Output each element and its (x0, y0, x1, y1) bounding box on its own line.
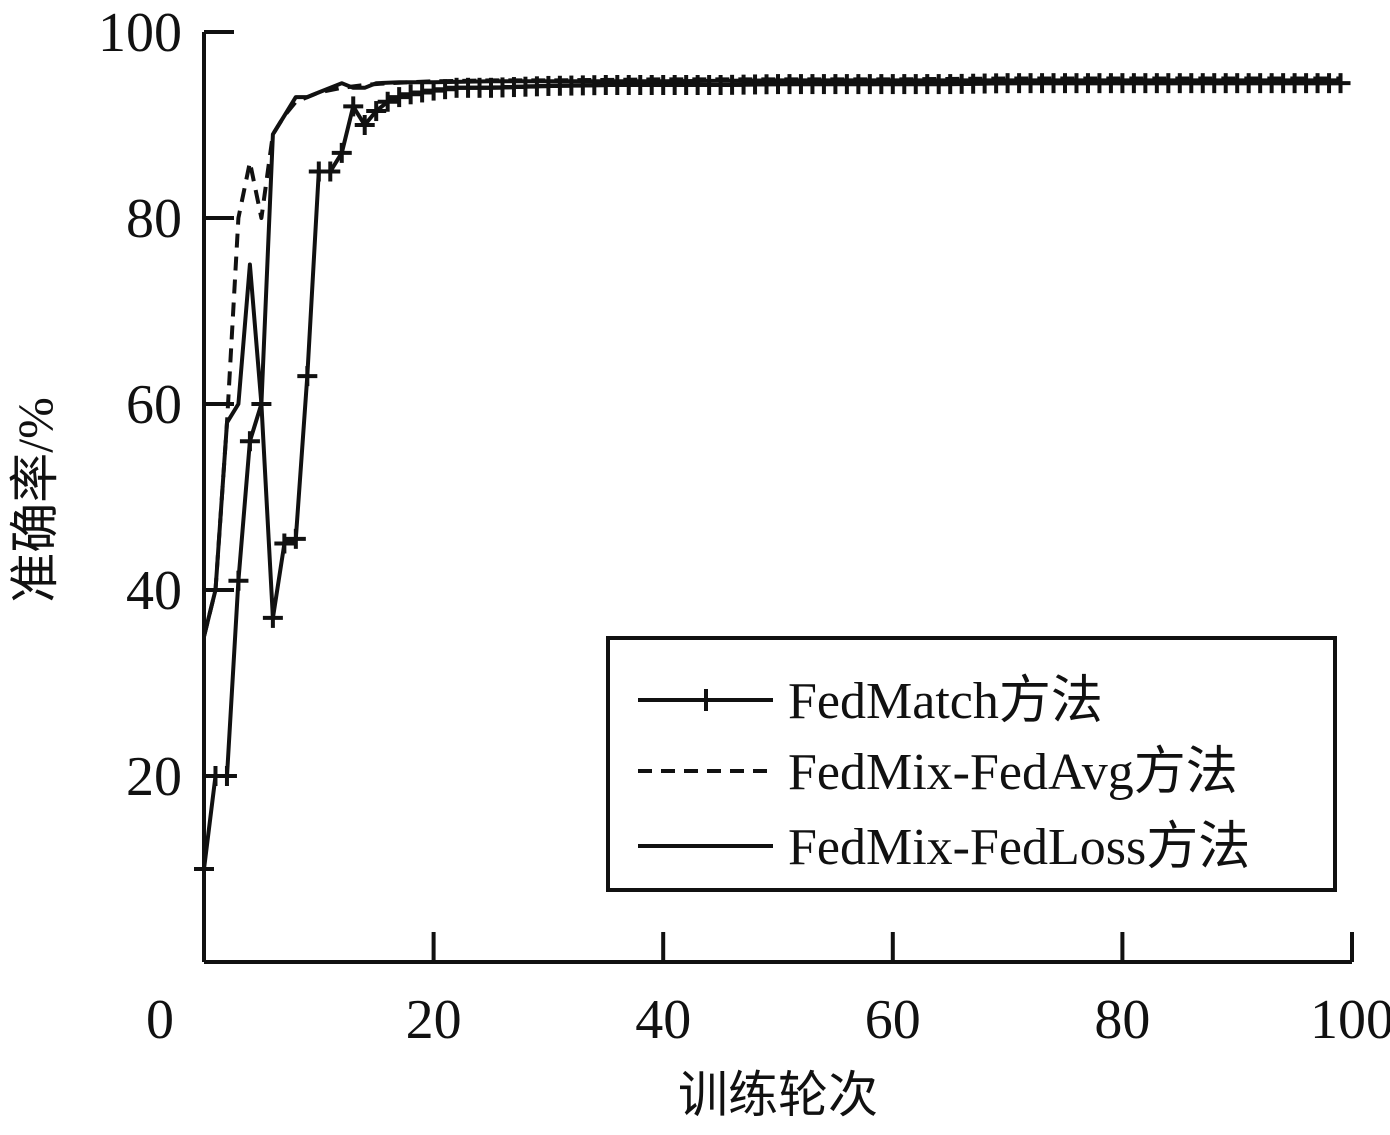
x-tick-label: 60 (865, 989, 921, 1051)
x-axis-title: 训练轮次 (678, 1067, 878, 1123)
x-tick-label: 20 (406, 989, 462, 1051)
y-axis-title: 准确率/% (7, 397, 63, 603)
data-point-plus (366, 101, 387, 122)
legend-item-2: FedMix-FedAvg方法 (638, 744, 1238, 801)
legend-item-3: FedMix-FedLoss方法 (638, 819, 1250, 876)
data-point-plus (285, 528, 306, 549)
series-line (202, 76, 1341, 637)
data-point-plus (239, 431, 260, 452)
y-tick-label: 80 (126, 188, 182, 250)
data-point-plus (194, 859, 214, 879)
x-tick-label: 0 (146, 989, 174, 1051)
series-1 (194, 73, 1351, 879)
legend-item-1: FedMatch方法 (638, 673, 1103, 730)
data-point-plus (389, 87, 410, 108)
data-point-plus (297, 366, 318, 387)
data-point-plus (377, 91, 398, 112)
x-tick-label: 80 (1094, 989, 1150, 1051)
data-point-plus (331, 142, 352, 163)
x-tick-label: 40 (635, 989, 691, 1051)
y-tick-label: 100 (98, 2, 182, 64)
x-tick-label: 100 (1310, 989, 1390, 1051)
data-point-plus (274, 533, 295, 554)
data-point-plus (228, 570, 249, 591)
y-tick-label: 40 (126, 560, 182, 622)
data-point-plus (320, 161, 341, 182)
data-point-plus (262, 607, 283, 628)
y-tick-label: 20 (126, 746, 182, 808)
data-point-plus (216, 766, 237, 786)
legend-label: FedMix-FedAvg方法 (788, 744, 1238, 801)
series-2 (202, 76, 1341, 637)
y-tick-label: 60 (126, 374, 182, 436)
series-3 (202, 78, 1341, 637)
series-layer (194, 73, 1351, 879)
data-point-plus (354, 115, 375, 135)
axes-layer: 20 40 60 80 100 0 20 40 60 80 100 (98, 2, 1390, 1051)
series-line (202, 78, 1341, 637)
data-point-plus (1330, 73, 1351, 94)
data-point-plus (343, 96, 364, 117)
legend: FedMatch方法 FedMix-FedAvg方法 FedMix-FedLoss方… (606, 636, 1337, 892)
legend-label: FedMatch方法 (788, 673, 1103, 730)
legend-label: FedMix-FedLoss方法 (788, 819, 1250, 876)
